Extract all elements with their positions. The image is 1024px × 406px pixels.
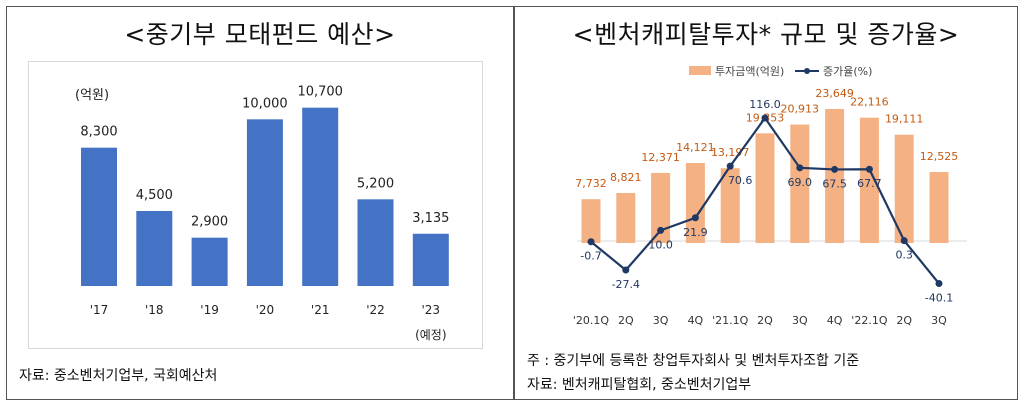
x-tick-label-6: 3Q [792,314,808,327]
growth-label-7: 67.5 [822,177,847,190]
x-tick-label-6: '23 [422,303,441,317]
x-tick-label-4: '21 [311,303,330,317]
x-tick-label-10: 3Q [931,314,947,327]
growth-point-8 [865,165,873,173]
x-tick-label-2: '19 [200,303,219,317]
invest-bar-label-3: 14,121 [676,141,715,154]
x-tick-label-2: 3Q [653,314,669,327]
growth-label-6: 69.0 [788,176,813,189]
bar-value-label-6: 3,135 [412,211,449,226]
growth-label-8: 67.7 [857,177,882,190]
left-chart-title: <중기부 모태펀드 예산> [124,20,396,49]
growth-label-3: 21.9 [683,226,708,239]
bar-0 [81,147,117,286]
growth-point-0 [587,238,595,246]
growth-label-10: -40.1 [925,292,953,305]
invest-bar-label-6: 20,913 [781,102,820,115]
left-chart-panel: <중기부 모태펀드 예산> (억원) 8,300 '17 4,500 '18 2,900 '… [6,6,514,400]
right-source-note: 자료: 벤처캐피탈협회, 중소벤처기업부 [527,377,752,393]
x-tick-label-4: '21.1Q [712,314,749,327]
growth-point-6 [796,164,804,172]
legend-line-label: 증가율(%) [823,65,872,78]
legend-line-marker [804,68,810,74]
bar-6 [412,233,449,286]
invest-bar-label-10: 12,525 [920,150,959,163]
bar-value-label-4: 10,700 [297,85,343,100]
bar-4 [302,107,339,286]
x-tick-label-1: '18 [145,303,164,317]
invest-bar-10 [929,172,949,243]
left-plot-area: (억원) 8,300 '17 4,500 '18 2,900 '19 10,000 '20 10,… [28,61,483,349]
growth-point-5 [761,114,769,122]
invest-bar-label-4: 13,197 [711,146,750,159]
growth-label-4: 70.6 [728,174,753,187]
x-tick-label-0: '17 [90,303,109,317]
x-tick-label-8: '22.1Q [851,314,888,327]
x-tick-label-1: 2Q [618,314,634,327]
invest-bar-3 [685,162,705,243]
legend-bar-label: 투자금액(억원) [715,65,784,78]
invest-bar-label-7: 23,649 [815,87,854,100]
legend-bar-swatch [689,66,711,75]
right-chart-title: <벤처캐피탈투자* 규모 및 증가율> [572,20,960,49]
growth-label-1: -27.4 [612,278,640,291]
x-tick-label-7: 4Q [827,314,843,327]
right-combo-chart: 투자금액(억원) 증가율(%) 7,732 '20.1Q 8,821 2Q 12,371 3Q… [573,65,967,327]
invest-bar-label-0: 7,732 [575,177,607,190]
invest-bar-4 [720,168,740,243]
invest-bar-label-2: 12,371 [641,151,680,164]
invest-bar-label-9: 19,111 [885,113,924,126]
invest-bar-2 [651,172,671,243]
x-tick-label-3: '20 [256,303,275,317]
bar-value-label-2: 2,900 [191,215,228,230]
x-tick-label-3: 4Q [688,314,704,327]
bar-2 [191,237,228,286]
growth-point-4 [726,162,734,170]
growth-point-1 [622,266,630,274]
unit-label: (억원) [75,88,109,103]
bar-value-label-3: 10,000 [242,96,288,111]
invest-bar-label-8: 22,116 [850,96,889,109]
bar-value-label-0: 8,300 [80,125,117,140]
right-chart-panel: <벤처캐피탈투자* 규모 및 증가율> 투자금액(억원) 증가율(%) 7,732 '… [514,6,1018,400]
x-tick-label-5: '22 [366,303,385,317]
invest-bar-8 [859,117,879,243]
x-tick-label-0: '20.1Q [573,314,610,327]
bar-value-label-5: 5,200 [357,176,394,191]
x-tick-label-9: 2Q [896,314,912,327]
bar-1 [136,211,173,286]
invest-bar-label-1: 8,821 [610,171,642,184]
left-source-note: 자료: 중소벤처기업부, 국회예산처 [19,368,218,384]
right-plot-area: 투자금액(억원) 증가율(%) 7,732 '20.1Q 8,821 2Q 12,371 3Q… [529,61,1007,344]
invest-bar-7 [825,108,845,243]
growth-point-3 [691,214,699,222]
invest-bar-9 [894,134,914,243]
growth-point-9 [900,237,908,245]
invest-bar-1 [616,193,636,243]
invest-bar-6 [790,124,810,243]
bar-5 [357,199,394,286]
growth-point-7 [831,165,839,173]
bar-3 [246,119,283,286]
growth-label-0: -0.7 [580,250,601,263]
growth-point-2 [657,226,665,234]
invest-bar-5 [755,133,775,243]
invest-bar-0 [581,199,601,243]
x-tick-note-6: (예정) [415,328,446,342]
growth-label-2: 10.0 [648,238,673,251]
growth-label-5: 116.0 [749,98,781,111]
bar-value-label-1: 4,500 [136,188,173,203]
growth-point-10 [935,280,943,288]
growth-label-9: 0.3 [895,249,913,262]
left-bar-chart: (억원) 8,300 '17 4,500 '18 2,900 '19 10,000 '20 10,… [75,85,449,342]
x-tick-label-5: 2Q [757,314,773,327]
right-footnote: 주 : 중기부에 등록한 창업투자회사 및 벤처투자조합 기준 [527,353,860,369]
